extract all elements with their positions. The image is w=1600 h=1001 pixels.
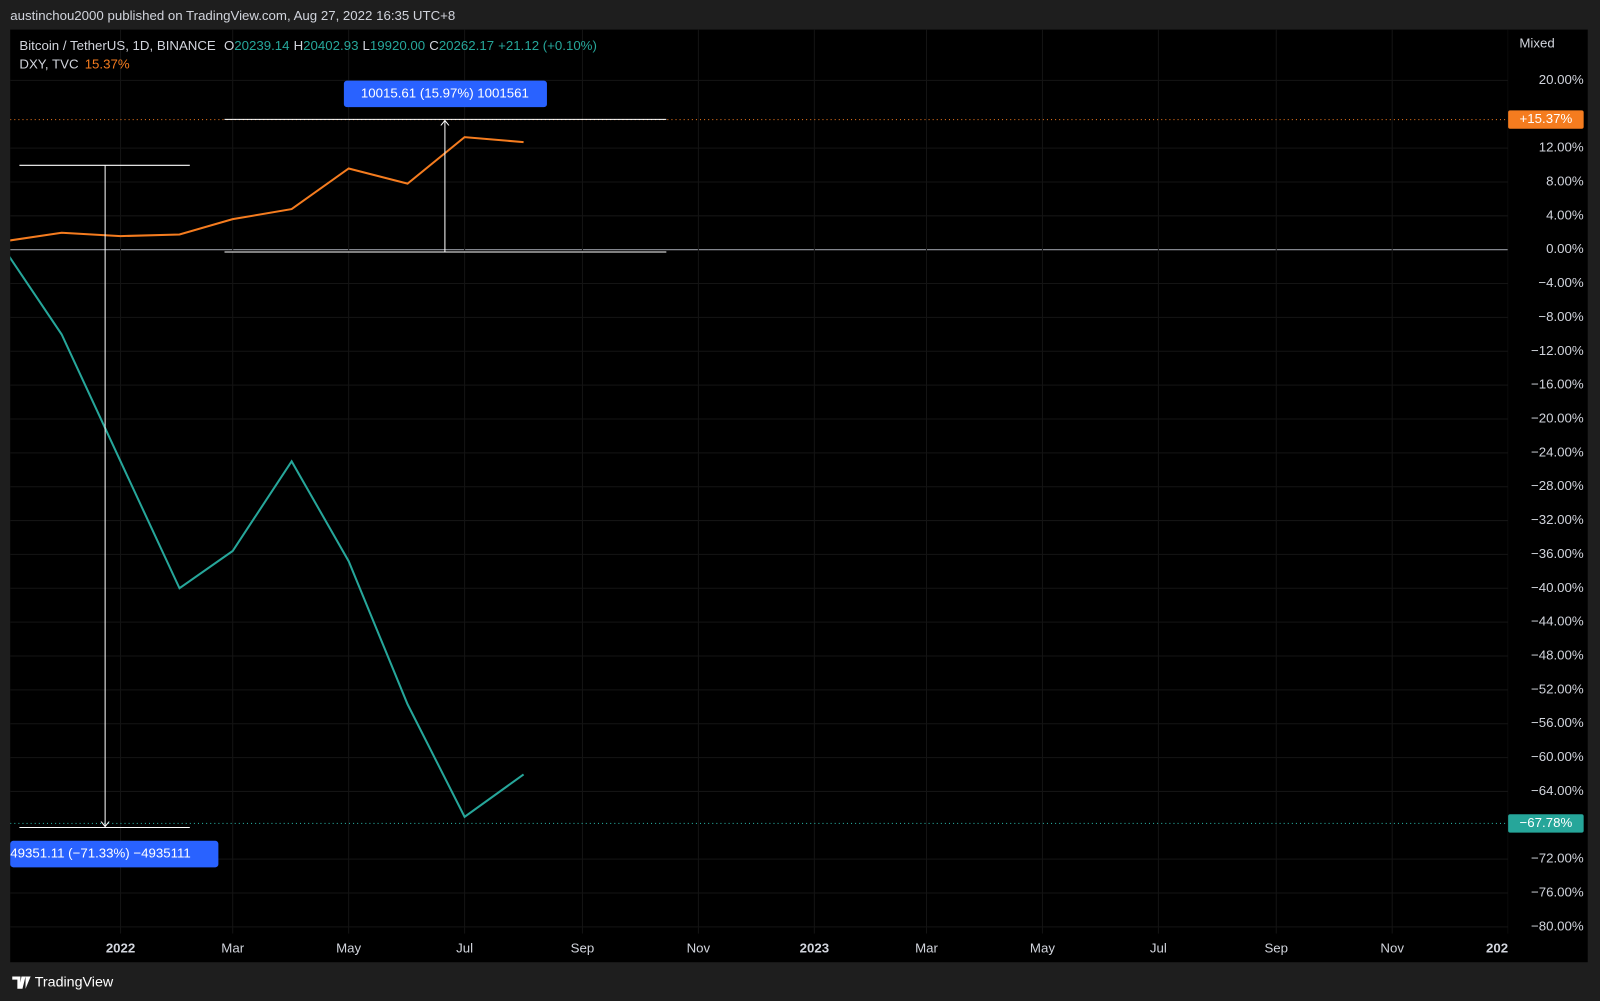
last-value-label: +15.37% (1520, 111, 1573, 126)
chart-area (10, 29, 1588, 963)
footer-brand: TradingView (35, 974, 114, 990)
compare-value: 15.37% (85, 56, 130, 71)
ohlc-value: 20239.14 (234, 37, 289, 52)
x-tick-label: Sep (1264, 940, 1288, 955)
scale-mode[interactable]: Mixed (1519, 35, 1554, 50)
brand-logo (12, 976, 31, 989)
measure-label: 49351.11 (−71.33%) −4935111 (10, 846, 191, 861)
y-tick-label: 8.00% (1546, 173, 1584, 188)
ohlc-value: 20402.93 (303, 37, 358, 52)
x-tick-label: Nov (687, 940, 711, 955)
y-tick-label: −4.00% (1538, 275, 1584, 290)
y-tick-label: −52.00% (1531, 681, 1584, 696)
last-value-box (1508, 814, 1584, 833)
x-tick-label: Nov (1380, 940, 1404, 955)
y-tick-label: 20.00% (1539, 72, 1584, 87)
y-tick-label: −56.00% (1531, 715, 1584, 730)
y-tick-label: 0.00% (1546, 241, 1584, 256)
y-tick-label: −24.00% (1531, 444, 1584, 459)
ohlc-key: H (294, 37, 304, 52)
measure-label: 10015.61 (15.97%) 1001561 (361, 85, 529, 100)
x-tick-label: Mar (221, 940, 244, 955)
y-tick-label: −44.00% (1531, 614, 1584, 629)
ohlc-key: L (363, 37, 370, 52)
y-tick-label: −72.00% (1531, 851, 1584, 866)
compare-symbol: DXY, TVC (19, 56, 79, 71)
legend-symbol: Bitcoin / TetherUS, 1D, BINANCE O20239.14… (19, 37, 596, 52)
y-tick-label: −80.00% (1531, 918, 1584, 933)
y-tick-label: 12.00% (1539, 140, 1584, 155)
measure-label-box (10, 840, 219, 868)
measure-down (19, 164, 190, 829)
y-tick-label: −60.00% (1531, 749, 1584, 764)
measure-label-box (343, 80, 547, 108)
ohlc-key: O (224, 37, 234, 52)
x-tick-label: Sep (571, 940, 595, 955)
y-tick-label: −32.00% (1531, 512, 1584, 527)
y-tick-label: −28.00% (1531, 478, 1584, 493)
x-tick-label: Jul (1150, 940, 1167, 955)
y-tick-label: −40.00% (1531, 580, 1584, 595)
y-tick-label: −48.00% (1531, 648, 1584, 663)
y-tick-label: −64.00% (1531, 783, 1584, 798)
y-tick-label: −8.00% (1538, 309, 1584, 324)
y-tick-label: −20.00% (1531, 410, 1584, 425)
ohlc-value: 19920.00 (370, 37, 425, 52)
last-value-label: −67.78% (1520, 815, 1573, 830)
x-tick-label: 2023 (800, 940, 829, 955)
x-tick-label: Jul (456, 940, 473, 955)
series-line (10, 256, 525, 819)
legend-compare: DXY, TVC 15.37% (19, 56, 129, 71)
change: +21.12 (+0.10%) (498, 37, 597, 52)
measure-up (224, 118, 667, 253)
y-tick-label: −16.00% (1531, 377, 1584, 392)
header-text: austinchou2000 published on TradingView.… (10, 8, 455, 23)
y-tick-label: −76.00% (1531, 885, 1584, 900)
last-value-box (1508, 110, 1584, 129)
ohlc-key: C (429, 37, 439, 52)
y-tick-label: −12.00% (1531, 343, 1584, 358)
y-tick-label: −36.00% (1531, 546, 1584, 561)
ohlc-value: 20262.17 (439, 37, 494, 52)
symbol: Bitcoin / TetherUS, 1D, BINANCE (19, 37, 216, 52)
y-tick-label: 4.00% (1546, 207, 1584, 222)
x-tick-label: 202 (1486, 940, 1508, 955)
x-tick-label: 2022 (106, 940, 135, 955)
series-line (10, 136, 524, 242)
x-tick-label: May (336, 940, 361, 955)
x-tick-label: Mar (915, 940, 938, 955)
x-tick-label: May (1030, 940, 1055, 955)
